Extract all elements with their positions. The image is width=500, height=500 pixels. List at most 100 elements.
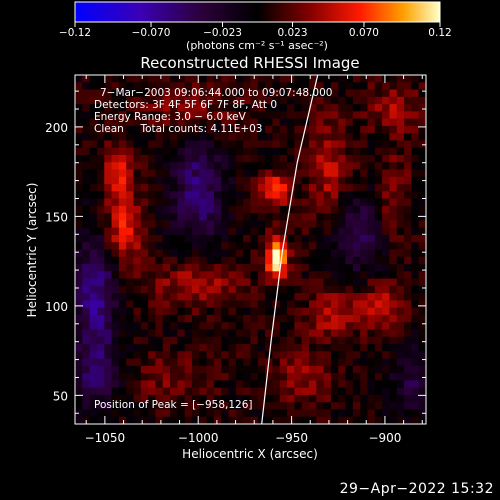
heatmap-cell: [221, 380, 230, 389]
heatmap-cell: [133, 329, 142, 338]
heatmap-cell: [396, 329, 405, 338]
heatmap-cell: [213, 322, 222, 331]
heatmap-cell: [382, 205, 391, 214]
heatmap-cell: [316, 154, 325, 163]
heatmap-cell: [250, 365, 259, 374]
heatmap-cell: [323, 264, 332, 272]
heatmap-cell: [170, 285, 178, 294]
heatmap-cell: [148, 416, 157, 424]
heatmap-cell: [213, 234, 222, 243]
heatmap-cell: [338, 220, 347, 229]
heatmap-cell: [338, 242, 347, 251]
heatmap-cell: [294, 234, 303, 243]
heatmap-cell: [316, 402, 325, 411]
heatmap-cell: [265, 249, 274, 258]
heatmap-cell: [345, 249, 354, 258]
heatmap-cell: [287, 75, 295, 83]
heatmap-cell: [382, 293, 391, 301]
heatmap-cell: [360, 416, 369, 424]
heatmap-cell: [206, 118, 215, 127]
heatmap-cell: [374, 104, 383, 112]
heatmap-cell: [367, 213, 376, 222]
heatmap-cell: [199, 264, 208, 272]
heatmap-cell: [411, 169, 420, 178]
heatmap-cell: [265, 75, 274, 83]
heatmap-cell: [279, 336, 288, 345]
heatmap-cell: [404, 89, 412, 98]
heatmap-cell: [148, 147, 157, 156]
heatmap-cell: [250, 278, 259, 287]
heatmap-cell: [199, 314, 208, 323]
heatmap-cell: [75, 256, 83, 265]
heatmap-cell: [133, 373, 142, 381]
heatmap-cell: [111, 227, 120, 236]
heatmap-cell: [411, 89, 420, 98]
heatmap-cell: [177, 329, 186, 338]
heatmap-cell: [257, 329, 266, 338]
heatmap-cell: [111, 162, 120, 171]
heatmap-cell: [374, 314, 383, 323]
heatmap-cell: [170, 300, 178, 309]
heatmap-cell: [206, 125, 215, 134]
heatmap-cell: [257, 96, 266, 105]
heatmap-cell: [265, 111, 274, 120]
heatmap-cell: [287, 176, 295, 185]
heatmap-cell: [140, 293, 149, 301]
heatmap-cell: [177, 293, 186, 301]
heatmap-cell: [126, 111, 135, 120]
heatmap-cell: [338, 213, 347, 222]
heatmap-cell: [316, 322, 325, 331]
heatmap-cell: [330, 249, 339, 258]
heatmap-cell: [89, 409, 98, 418]
heatmap-cell: [396, 234, 405, 243]
heatmap-cell: [345, 256, 354, 265]
heatmap-cell: [382, 169, 391, 178]
heatmap-cell: [404, 227, 412, 236]
heatmap-cell: [309, 162, 317, 171]
heatmap-cell: [250, 293, 259, 301]
heatmap-cell: [199, 111, 208, 120]
heatmap-cell: [235, 285, 244, 294]
heatmap-cell: [382, 402, 391, 411]
heatmap-cell: [352, 205, 361, 214]
heatmap-cell: [323, 176, 332, 185]
heatmap-cell: [323, 380, 332, 389]
heatmap-cell: [265, 336, 274, 345]
heatmap-cell: [140, 118, 149, 127]
heatmap-cell: [396, 82, 405, 91]
heatmap-cell: [360, 111, 369, 120]
heatmap-cell: [104, 256, 113, 265]
heatmap-cell: [418, 351, 426, 360]
heatmap-cell: [148, 285, 157, 294]
heatmap-cell: [228, 314, 237, 323]
heatmap-cell: [213, 169, 222, 178]
heatmap-cell: [199, 402, 208, 411]
heatmap-cell: [404, 154, 412, 163]
heatmap-cell: [265, 307, 274, 316]
heatmap-cell: [75, 234, 83, 243]
heatmap-cell: [338, 154, 347, 163]
heatmap-cell: [345, 191, 354, 200]
heatmap-cell: [382, 307, 391, 316]
heatmap-cell: [382, 198, 391, 207]
heatmap-cell: [411, 351, 420, 360]
heatmap-cell: [396, 409, 405, 418]
heatmap-cell: [192, 387, 200, 396]
heatmap-cell: [133, 184, 142, 192]
heatmap-cell: [301, 140, 310, 149]
heatmap-cell: [184, 89, 193, 98]
heatmap-cell: [301, 416, 310, 424]
heatmap-cell: [118, 111, 127, 120]
heatmap-cell: [148, 111, 157, 120]
heatmap-cell: [265, 234, 274, 243]
heatmap-cell: [389, 234, 398, 243]
heatmap-cell: [228, 300, 237, 309]
heatmap-cell: [287, 154, 295, 163]
heatmap-cell: [330, 118, 339, 127]
heatmap-cell: [155, 394, 164, 403]
heatmap-cell: [126, 213, 135, 222]
heatmap-cell: [367, 285, 376, 294]
heatmap-cell: [133, 322, 142, 331]
heatmap-cell: [294, 351, 303, 360]
heatmap-cell: [382, 271, 391, 280]
